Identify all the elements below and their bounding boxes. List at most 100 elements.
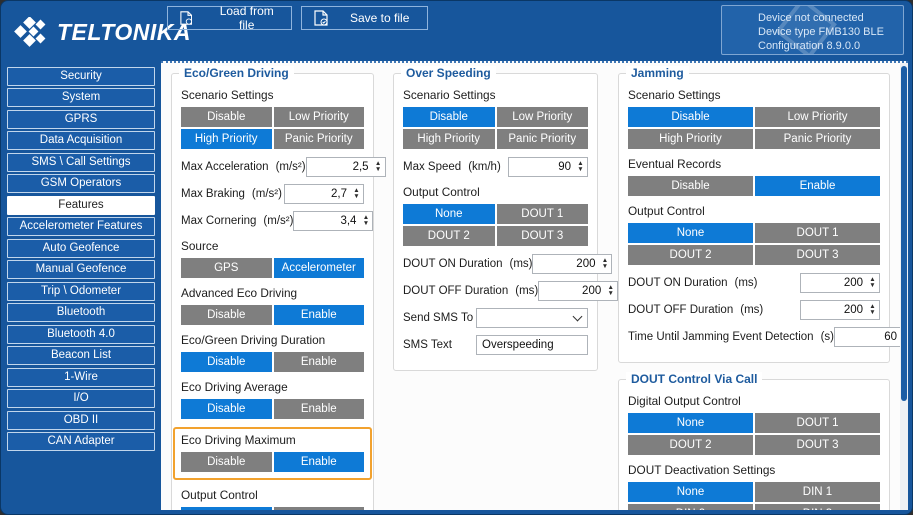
sidebar-item-data-acquisition[interactable]: Data Acquisition [7,131,155,150]
deact-din3-button[interactable]: DIN 3 [755,504,880,510]
os-dout-off-input[interactable]: 200 ▲ ▼ [538,281,619,301]
os-output-dout2-button[interactable]: DOUT 2 [403,226,495,246]
jam-output-none-button[interactable]: None [628,223,753,243]
sidebar-item-auto-geofence[interactable]: Auto Geofence [7,238,155,258]
eco-output-none-button[interactable]: None [181,507,272,510]
jam-output-dout3-button[interactable]: DOUT 3 [755,245,880,265]
spin-up-icon[interactable]: ▲ [577,160,584,167]
jamming-scenario-buttons: Disable Low Priority High Priority Panic… [628,107,880,149]
sms-text-input[interactable]: Overspeeding [476,335,588,355]
doc-dout2-button[interactable]: DOUT 2 [628,435,753,455]
spin-down-icon[interactable]: ▼ [353,193,360,200]
maximum-enable-button[interactable]: Enable [273,452,364,472]
sidebar-item-1-wire[interactable]: 1-Wire [7,367,155,387]
max-cornering-input[interactable]: 3,4 ▲ ▼ [293,211,374,231]
teltonika-logo-icon [14,17,46,47]
max-acceleration-input[interactable]: 2,5 ▲ ▼ [305,157,386,177]
max-speed-label: Max Speed [403,161,462,173]
os-output-none-button[interactable]: None [403,204,495,224]
spin-up-icon[interactable]: ▲ [353,187,360,194]
spin-up-icon[interactable]: ▲ [869,303,876,310]
spin-up-icon[interactable]: ▲ [601,257,609,264]
advanced-enable-button[interactable]: Enable [273,305,364,325]
spin-down-icon[interactable]: ▼ [374,166,382,173]
os-output-dout3-button[interactable]: DOUT 3 [496,226,588,246]
eco-output-buttons: None DOUT 1 DOUT 2 DOUT 3 [181,507,364,510]
sidebar-item-system[interactable]: System [7,88,155,107]
spin-down-icon[interactable]: ▼ [607,290,614,297]
duration-enable-button[interactable]: Enable [273,352,364,372]
os-scenario-panic-priority-button[interactable]: Panic Priority [496,129,588,149]
vertical-scrollbar[interactable] [900,63,908,510]
spin-up-icon[interactable]: ▲ [374,160,382,167]
os-dout-on-input[interactable]: 200 ▲ ▼ [532,254,613,274]
jam-dout-on-input[interactable]: 200 ▲ ▼ [800,273,880,293]
doc-dout3-button[interactable]: DOUT 3 [755,435,880,455]
jam-output-dout1-button[interactable]: DOUT 1 [755,223,880,243]
over-speeding-panel: Over Speeding Scenario Settings Disable … [393,66,619,371]
spin-up-icon[interactable]: ▲ [607,284,614,291]
spin-down-icon[interactable]: ▼ [869,282,876,289]
source-accelerometer-button[interactable]: Accelerometer [273,258,364,278]
sidebar-item-trip-odometer[interactable]: Trip \ Odometer [7,281,155,301]
sidebar-item-accelerometer-features[interactable]: Accelerometer Features [7,217,155,236]
deact-din1-button[interactable]: DIN 1 [755,482,880,502]
sidebar-item-features[interactable]: Features [7,195,155,215]
send-sms-dropdown[interactable] [476,308,588,328]
sidebar-item-io[interactable]: I/O [7,389,155,408]
sidebar-item-bluetooth[interactable]: Bluetooth [7,303,155,322]
maximum-disable-button[interactable]: Disable [181,452,272,472]
source-gps-button[interactable]: GPS [181,258,272,278]
spin-down-icon[interactable]: ▼ [869,309,876,316]
sidebar-item-obd-ii[interactable]: OBD II [7,410,155,430]
jam-scenario-high-priority-button[interactable]: High Priority [628,129,753,149]
spin-down-icon[interactable]: ▼ [577,166,584,173]
eco-scenario-high-priority-button[interactable]: High Priority [181,129,272,149]
jam-dout-off-input[interactable]: 200 ▲ ▼ [800,300,880,320]
spin-up-icon[interactable]: ▲ [362,214,370,221]
spin-down-icon[interactable]: ▼ [601,263,609,270]
os-scenario-low-priority-button[interactable]: Low Priority [496,107,588,127]
load-file-icon [180,11,193,25]
os-scenario-disable-button[interactable]: Disable [403,107,495,127]
sidebar-item-manual-geofence[interactable]: Manual Geofence [7,260,155,279]
sidebar-item-gprs[interactable]: GPRS [7,109,155,129]
sidebar-item-security[interactable]: Security [7,66,155,86]
jam-scenario-panic-priority-button[interactable]: Panic Priority [755,129,880,149]
average-disable-button[interactable]: Disable [181,399,272,419]
sidebar-item-can-adapter[interactable]: CAN Adapter [7,432,155,451]
save-to-file-button[interactable]: Save to file [301,6,428,30]
jam-scenario-low-priority-button[interactable]: Low Priority [755,107,880,127]
os-scenario-high-priority-button[interactable]: High Priority [403,129,495,149]
panel-title: Jamming [626,66,689,80]
spin-down-icon[interactable]: ▼ [362,220,370,227]
average-enable-button[interactable]: Enable [273,399,364,419]
max-braking-input[interactable]: 2,7 ▲ ▼ [284,184,364,204]
scrollbar-thumb[interactable] [901,66,907,401]
deact-none-button[interactable]: None [628,482,753,502]
spin-up-icon[interactable]: ▲ [869,276,876,283]
eventual-enable-button[interactable]: Enable [755,176,880,196]
os-output-dout1-button[interactable]: DOUT 1 [496,204,588,224]
sidebar-item-bluetooth-4-0[interactable]: Bluetooth 4.0 [7,324,155,344]
doc-none-button[interactable]: None [628,413,753,433]
sidebar-item-gsm-operators[interactable]: GSM Operators [7,174,155,193]
jam-dout-off-row: DOUT OFF Duration (ms) 200 ▲ ▼ [628,300,880,320]
sidebar-item-beacon-list[interactable]: Beacon List [7,346,155,365]
eco-scenario-disable-button[interactable]: Disable [181,107,272,127]
load-from-file-button[interactable]: Load from file [167,4,292,32]
jam-output-dout2-button[interactable]: DOUT 2 [628,245,753,265]
eco-scenario-low-priority-button[interactable]: Low Priority [273,107,364,127]
eventual-disable-button[interactable]: Disable [628,176,753,196]
max-speed-input[interactable]: 90 ▲ ▼ [508,157,588,177]
jam-scenario-disable-button[interactable]: Disable [628,107,753,127]
time-detection-input[interactable]: 60 ▲▼ [833,327,908,347]
eco-output-dout1-button[interactable]: DOUT 1 [273,507,364,510]
eco-scenario-panic-priority-button[interactable]: Panic Priority [273,129,364,149]
doc-dout1-button[interactable]: DOUT 1 [755,413,880,433]
duration-disable-button[interactable]: Disable [181,352,272,372]
advanced-disable-button[interactable]: Disable [181,305,272,325]
deact-din2-button[interactable]: DIN 2 [628,504,753,510]
sidebar-item-sms-call-settings[interactable]: SMS \ Call Settings [7,152,155,172]
